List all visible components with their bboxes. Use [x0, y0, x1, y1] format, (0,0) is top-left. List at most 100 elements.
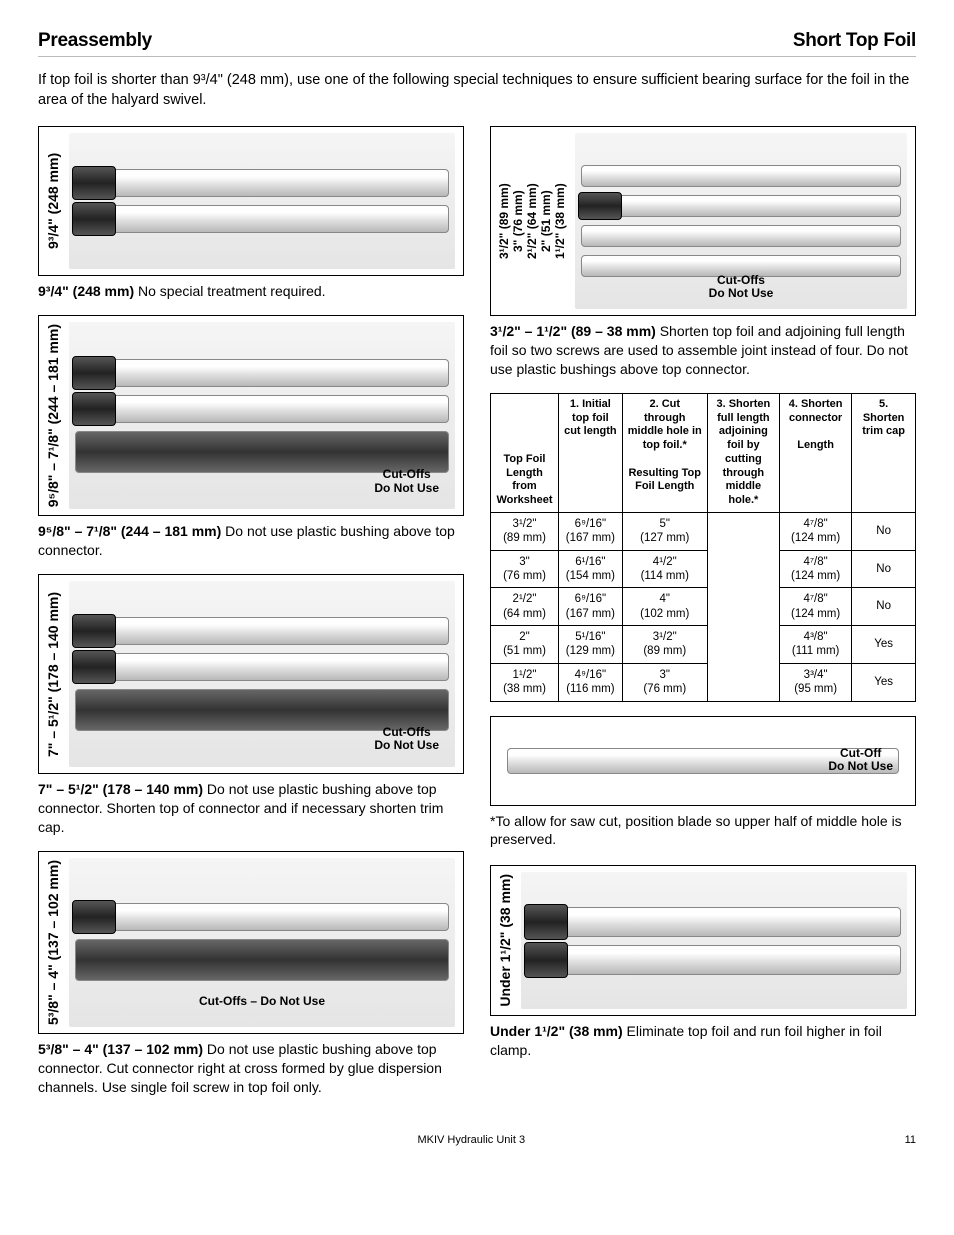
table-row: 2¹/2" (64 mm) 6⁹/16" (167 mm) 4" (102 mm…	[491, 588, 916, 626]
figure-vertical-label: 5³/8" – 4" (137 – 102 mm)	[45, 858, 61, 1027]
connector-graphic	[72, 392, 116, 426]
tube-graphic	[581, 195, 901, 217]
figure-box-1: 9³/4" (248 mm)	[38, 126, 464, 276]
table-cell: 4⁷/8" (124 mm)	[780, 512, 852, 550]
figure-vertical-label: 3" (76 mm)	[511, 133, 525, 309]
cutoff-graphic	[75, 939, 449, 981]
figure-caption: 5³/8" – 4" (137 – 102 mm) Do not use pla…	[38, 1040, 464, 1097]
figure-vertical-label: 3¹/2" (89 mm)	[497, 133, 511, 309]
figure-caption: 9³/4" (248 mm) No special treatment requ…	[38, 282, 464, 301]
connector-graphic	[72, 166, 116, 200]
cutoff-label: Cut-Offs Do Not Use	[374, 726, 439, 754]
table-header: 1. Initial top foil cut length	[559, 393, 623, 512]
figure-illustration: Cut-Offs Do Not Use	[69, 322, 455, 509]
figure-box-multi: 3¹/2" (89 mm) 3" (76 mm) 2¹/2" (64 mm) 2…	[490, 126, 916, 316]
table-header: 5. Shorten trim cap	[852, 393, 916, 512]
table-row: 1¹/2" (38 mm) 4⁹/16" (116 mm) 3" (76 mm)…	[491, 663, 916, 701]
figure-caption: 7" – 5¹/2" (178 – 140 mm) Do not use pla…	[38, 780, 464, 837]
table-cell-merged	[707, 512, 779, 701]
right-column: 3¹/2" (89 mm) 3" (76 mm) 2¹/2" (64 mm) 2…	[490, 126, 916, 1110]
table-cell: 2¹/2" (64 mm)	[491, 588, 559, 626]
spec-table: Top Foil Length from Worksheet 1. Initia…	[490, 393, 916, 702]
figure-caption: 9⁵/8" – 7¹/8" (244 – 181 mm) Do not use …	[38, 522, 464, 560]
cutoff-label: Cut-Offs Do Not Use	[374, 468, 439, 496]
table-row: 3" (76 mm) 6¹/16" (154 mm) 4¹/2" (114 mm…	[491, 550, 916, 588]
table-header: Top Foil Length from Worksheet	[491, 393, 559, 512]
caption-bold: Under 1¹/2" (38 mm)	[490, 1023, 623, 1039]
connector-graphic	[72, 202, 116, 236]
figure-illustration	[69, 133, 455, 269]
tube-graphic	[75, 359, 449, 387]
table-cell: 2" (51 mm)	[491, 626, 559, 664]
cutoff-label: Cut-Offs – Do Not Use	[199, 995, 325, 1009]
figure-box-2: 9⁵/8" – 7¹/8" (244 – 181 mm) Cut-Offs Do…	[38, 315, 464, 516]
table-body: 3¹/2" (89 mm) 6⁹/16" (167 mm) 5" (127 mm…	[491, 512, 916, 701]
connector-graphic	[72, 650, 116, 684]
table-header: 4. Shorten connector Length	[780, 393, 852, 512]
table-cell: 4¹/2" (114 mm)	[622, 550, 707, 588]
footer-center: MKIV Hydraulic Unit 3	[38, 1134, 905, 1146]
tube-graphic	[75, 617, 449, 645]
tube-graphic	[75, 903, 449, 931]
tube-graphic	[75, 653, 449, 681]
tube-graphic	[581, 165, 901, 187]
table-cell: 6¹/16" (154 mm)	[559, 550, 623, 588]
table-cell: 3" (76 mm)	[622, 663, 707, 701]
table-cell: 3" (76 mm)	[491, 550, 559, 588]
table-row: 2" (51 mm) 5¹/16" (129 mm) 3¹/2" (89 mm)…	[491, 626, 916, 664]
figure-vertical-label: 7" – 5¹/2" (178 – 140 mm)	[45, 581, 61, 767]
table-cell: No	[852, 588, 916, 626]
table-cell: 4⁷/8" (124 mm)	[780, 550, 852, 588]
tube-graphic	[75, 169, 449, 197]
table-header: 2. Cut through middle hole in top foil.*…	[622, 393, 707, 512]
cutoff-label: Cut-Off Do Not Use	[828, 747, 893, 775]
connector-graphic	[578, 192, 622, 220]
figure-illustration: Cut-Offs – Do Not Use	[69, 858, 455, 1027]
table-cell: Yes	[852, 626, 916, 664]
connector-graphic	[524, 904, 568, 940]
tube-graphic	[75, 205, 449, 233]
table-cell: 3¹/2" (89 mm)	[622, 626, 707, 664]
figure-vertical-label: 1¹/2" (38 mm)	[553, 133, 567, 309]
table-cell: 4⁹/16" (116 mm)	[559, 663, 623, 701]
page-footer: MKIV Hydraulic Unit 3 11	[38, 1134, 916, 1146]
page-header: Preassembly Short Top Foil	[38, 30, 916, 57]
table-cell: Yes	[852, 663, 916, 701]
table-cell: 6⁹/16" (167 mm)	[559, 512, 623, 550]
cutoff-label: Cut-Offs Do Not Use	[709, 274, 774, 302]
table-header-row: Top Foil Length from Worksheet 1. Initia…	[491, 393, 916, 512]
figure-illustration: Cut-Offs Do Not Use	[69, 581, 455, 767]
figure-box-4: 5³/8" – 4" (137 – 102 mm) Cut-Offs – Do …	[38, 851, 464, 1034]
two-column-layout: 9³/4" (248 mm) 9³/4" (248 mm) No special…	[38, 126, 916, 1110]
table-cell: 1¹/2" (38 mm)	[491, 663, 559, 701]
tube-graphic	[581, 225, 901, 247]
multi-vertical-labels: 3¹/2" (89 mm) 3" (76 mm) 2¹/2" (64 mm) 2…	[497, 133, 567, 309]
caption-bold: 9⁵/8" – 7¹/8" (244 – 181 mm)	[38, 523, 221, 539]
header-right: Short Top Foil	[793, 30, 916, 52]
table-header: 3. Shorten full length adjoining foil by…	[707, 393, 779, 512]
header-left: Preassembly	[38, 30, 152, 52]
caption-bold: 5³/8" – 4" (137 – 102 mm)	[38, 1041, 203, 1057]
figure-box-3: 7" – 5¹/2" (178 – 140 mm) Cut-Offs Do No…	[38, 574, 464, 774]
figure-vertical-label: 9³/4" (248 mm)	[45, 133, 61, 269]
figure-caption: 3¹/2" – 1¹/2" (89 – 38 mm) Shorten top f…	[490, 322, 916, 379]
figure-illustration: Cut-Off Do Not Use	[501, 727, 905, 795]
figure-illustration: Cut-Offs Do Not Use	[575, 133, 907, 309]
tube-graphic	[527, 907, 901, 937]
table-cell: 5¹/16" (129 mm)	[559, 626, 623, 664]
connector-graphic	[72, 614, 116, 648]
figure-vertical-label: 2¹/2" (64 mm)	[525, 133, 539, 309]
table-cell: 4⁷/8" (124 mm)	[780, 588, 852, 626]
table-cell: 3³/4" (95 mm)	[780, 663, 852, 701]
figure-vertical-label: 9⁵/8" – 7¹/8" (244 – 181 mm)	[45, 322, 61, 509]
caption-bold: 3¹/2" – 1¹/2" (89 – 38 mm)	[490, 323, 656, 339]
caption-bold: 7" – 5¹/2" (178 – 140 mm)	[38, 781, 203, 797]
table-cell: 3¹/2" (89 mm)	[491, 512, 559, 550]
figure-caption: Under 1¹/2" (38 mm) Eliminate top foil a…	[490, 1022, 916, 1060]
table-cell: 4" (102 mm)	[622, 588, 707, 626]
tube-graphic	[527, 945, 901, 975]
caption-text: No special treatment required.	[134, 283, 325, 299]
table-cell: No	[852, 550, 916, 588]
figure-illustration	[521, 872, 907, 1009]
connector-graphic	[72, 356, 116, 390]
